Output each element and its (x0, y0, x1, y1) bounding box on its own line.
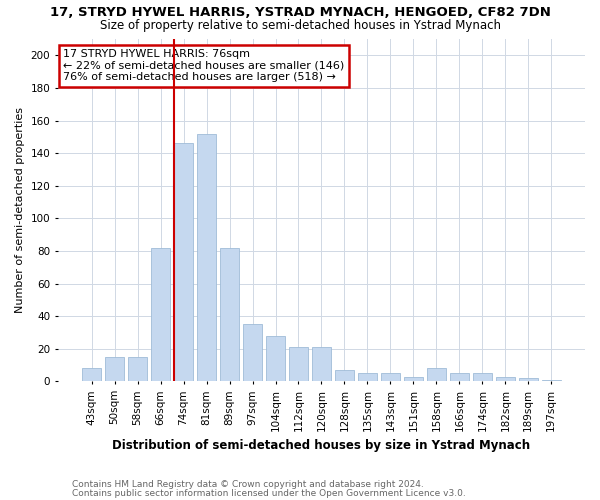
Text: 17 STRYD HYWEL HARRIS: 76sqm
← 22% of semi-detached houses are smaller (146)
76%: 17 STRYD HYWEL HARRIS: 76sqm ← 22% of se… (63, 50, 344, 82)
Bar (335, 370, 354, 382)
Bar (358, 374, 377, 382)
Bar (473, 374, 492, 382)
Bar (427, 368, 446, 382)
Text: Contains public sector information licensed under the Open Government Licence v3: Contains public sector information licen… (72, 488, 466, 498)
Bar (105, 357, 124, 382)
Bar (496, 376, 515, 382)
Bar (289, 347, 308, 382)
Text: Size of property relative to semi-detached houses in Ystrad Mynach: Size of property relative to semi-detach… (100, 19, 500, 32)
Bar (518, 378, 538, 382)
Bar (266, 336, 285, 382)
Text: Contains HM Land Registry data © Crown copyright and database right 2024.: Contains HM Land Registry data © Crown c… (72, 480, 424, 489)
Bar (542, 380, 561, 382)
Bar (243, 324, 262, 382)
Bar (151, 248, 170, 382)
Text: 17, STRYD HYWEL HARRIS, YSTRAD MYNACH, HENGOED, CF82 7DN: 17, STRYD HYWEL HARRIS, YSTRAD MYNACH, H… (50, 6, 550, 20)
Bar (128, 357, 148, 382)
Bar (449, 374, 469, 382)
Bar (404, 376, 423, 382)
X-axis label: Distribution of semi-detached houses by size in Ystrad Mynach: Distribution of semi-detached houses by … (112, 440, 530, 452)
Bar (197, 134, 217, 382)
Bar (380, 374, 400, 382)
Bar (312, 347, 331, 382)
Bar (82, 368, 101, 382)
Bar (174, 144, 193, 382)
Bar (220, 248, 239, 382)
Y-axis label: Number of semi-detached properties: Number of semi-detached properties (15, 107, 25, 313)
